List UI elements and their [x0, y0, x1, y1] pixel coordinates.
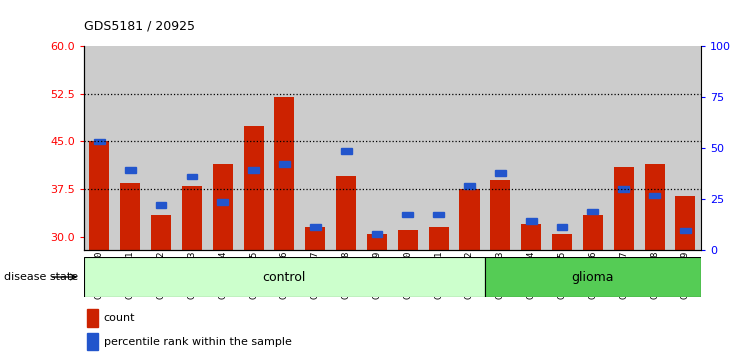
Bar	[361, 46, 392, 250]
Bar	[238, 46, 269, 250]
Bar	[392, 46, 423, 250]
Bar	[269, 46, 300, 250]
Bar	[367, 234, 387, 250]
Bar	[618, 186, 629, 192]
Bar	[310, 224, 320, 230]
Bar	[552, 234, 572, 250]
Bar	[120, 183, 140, 250]
Bar	[521, 224, 541, 250]
Bar	[372, 231, 383, 236]
Bar	[305, 227, 326, 250]
Bar	[336, 176, 356, 250]
Bar	[588, 209, 599, 214]
Bar	[485, 257, 701, 297]
Bar	[177, 46, 207, 250]
Bar	[649, 193, 660, 198]
Bar	[464, 183, 475, 189]
Bar	[331, 46, 361, 250]
Bar	[279, 161, 290, 167]
Bar	[433, 212, 444, 217]
Bar	[212, 164, 233, 250]
Bar	[89, 142, 110, 250]
Bar	[675, 195, 696, 250]
Bar	[423, 46, 454, 250]
Bar	[547, 46, 577, 250]
Bar	[608, 46, 639, 250]
Text: glioma: glioma	[572, 270, 614, 284]
Bar	[115, 46, 145, 250]
Bar	[670, 46, 701, 250]
Bar	[248, 167, 259, 173]
Bar	[87, 333, 98, 350]
Bar	[182, 186, 202, 250]
Bar	[207, 46, 238, 250]
Bar	[639, 46, 670, 250]
Bar	[495, 170, 506, 176]
Bar	[645, 164, 664, 250]
Bar	[151, 215, 171, 250]
Bar	[218, 199, 228, 205]
Bar	[300, 46, 331, 250]
Bar	[398, 230, 418, 250]
Bar	[94, 138, 105, 144]
Bar	[556, 224, 567, 230]
Text: count: count	[104, 313, 135, 323]
Bar	[274, 97, 294, 250]
Bar	[244, 126, 264, 250]
Bar	[680, 228, 691, 233]
Text: control: control	[263, 270, 306, 284]
Text: disease state: disease state	[4, 272, 78, 282]
Bar	[84, 257, 485, 297]
Text: percentile rank within the sample: percentile rank within the sample	[104, 337, 291, 347]
Bar	[341, 148, 352, 154]
Bar	[87, 309, 98, 327]
Bar	[491, 179, 510, 250]
Bar	[402, 212, 413, 217]
Bar	[459, 189, 480, 250]
Bar	[145, 46, 177, 250]
Bar	[577, 46, 608, 250]
Bar	[485, 46, 515, 250]
Bar	[155, 202, 166, 208]
Bar	[84, 46, 115, 250]
Bar	[526, 218, 537, 224]
Text: GDS5181 / 20925: GDS5181 / 20925	[84, 19, 195, 33]
Bar	[186, 173, 197, 179]
Bar	[454, 46, 485, 250]
Bar	[614, 167, 634, 250]
Bar	[515, 46, 547, 250]
Bar	[125, 167, 136, 173]
Bar	[583, 215, 603, 250]
Bar	[429, 227, 449, 250]
